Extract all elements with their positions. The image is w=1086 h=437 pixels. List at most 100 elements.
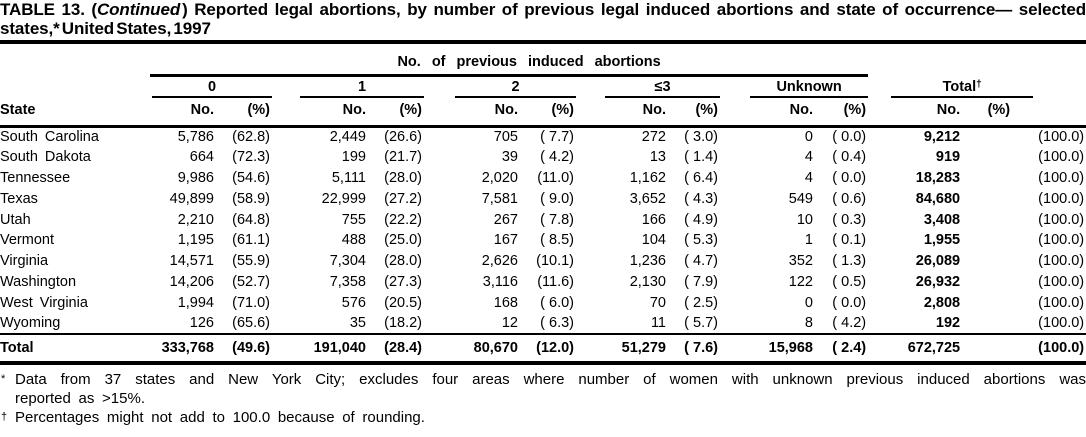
count-cell: 2,210 [177,211,214,228]
state-name-cell: Utah [0,211,31,228]
count-cell: 104 [641,232,666,249]
footnote-rounding: † Percentages might not add to 100.0 bec… [0,408,1086,427]
count-cell: 1,955 [923,232,961,249]
count-cell: 352 [788,253,813,270]
count-cell: 11 [650,315,666,332]
group-label-2: 2 [511,79,520,95]
percent-cell: (28.0) [384,169,422,186]
percent-cell: ( 2.4) [815,332,869,363]
count-cell: 9,986 [177,169,214,186]
percent-cell: (61.1) [232,232,270,249]
table-row: West Virginia 1,994 (71.0) 576 (20.5) 168 ( 6.… [0,292,1086,313]
percent-cell: ( 6.4) [684,169,718,186]
title-main: ) Reported legal abortions, by number of… [182,0,1086,19]
percent-cell: ( 6.0) [540,294,574,311]
group-label-1: 1 [357,79,367,95]
percent-cell: (58.9) [232,190,270,207]
group-header-le3: ≤3 [576,75,720,98]
count-cell: 13 [649,149,666,166]
count-cell: 191,040 [272,332,368,363]
table-row: Texas 49,899 (58.9) 22,999 (27.2) 7,581 ( 9.0)… [0,188,1086,209]
percent-cell: (28.0) [384,253,422,270]
count-cell: 3,116 [482,273,518,290]
no-header-unknown: No. [720,98,815,128]
count-cell: 14,571 [169,253,214,270]
percent-cell: (72.3) [232,149,270,166]
count-cell: 2,449 [329,129,366,146]
table-row: Wyoming 126 (65.6) 35 (18.2) 12 ( 6.3) 11 ( 5.7)… [0,313,1086,334]
count-cell: 7,358 [329,273,366,290]
count-cell: 26,089 [915,253,961,270]
column-group-spanner: No. of previous induced abortions [150,46,869,77]
group-header-row: 0 1 2 ≤3 Unknown Total† [0,75,1086,98]
percent-cell: (100.0) [1038,169,1085,186]
state-name-cell: West Virginia [0,294,88,311]
count-cell: 1 [804,232,813,249]
percent-cell: (26.6) [384,129,422,146]
count-cell: 18,283 [915,169,961,186]
dagger-marker: † [1,410,8,423]
count-cell: 333,768 [150,332,216,363]
percent-cell: ( 4.7) [684,253,718,270]
percent-cell: (28.4) [368,332,424,363]
count-cell: 122 [788,273,813,290]
count-cell: 7,581 [481,190,518,207]
group-label-unknown: Unknown [776,79,842,95]
percent-cell: (100.0) [1038,149,1085,166]
percent-cell: (100.0) [1038,315,1085,332]
table-row: Vermont 1,195 (61.1) 488 (25.0) 167 ( 8.5) 104 (… [0,230,1086,251]
group-header-total: Total† [868,75,1086,98]
percent-cell: ( 6.3) [540,315,574,332]
percent-cell: ( 7.6) [668,332,720,363]
count-cell: 664 [189,149,214,166]
count-cell: 0 [804,129,813,146]
percent-cell: (21.7) [384,149,422,166]
percent-cell: ( 2.5) [684,294,718,311]
count-cell: 39 [501,149,518,166]
percent-cell: ( 0.4) [832,149,867,166]
percent-cell: (65.6) [232,315,270,332]
percent-cell: ( 9.0) [540,190,574,207]
state-name-cell: Virginia [0,253,49,270]
table-header: No. of previous induced abortions 0 1 2 … [0,46,1086,128]
count-cell: 4 [804,149,813,166]
count-cell: 8 [804,315,813,332]
percent-cell: ( 0.6) [832,190,867,207]
percent-cell: (27.3) [384,273,422,290]
count-cell: 272 [641,129,666,146]
footnote-1-line-1: Data from 37 states and New York City; e… [15,370,1086,388]
percent-cell: (100.0) [1038,129,1085,146]
percent-cell: ( 5.7) [684,315,718,332]
count-cell: 1,195 [177,232,214,249]
percent-cell: ( 3.0) [684,129,718,146]
pct-header-0: (%) [216,98,272,128]
count-cell: 705 [493,129,518,146]
percent-cell: (100.0) [1038,232,1085,249]
footnotes: * Data from 37 states and New York City;… [0,370,1086,427]
group-header-unknown: Unknown [720,75,869,98]
group-header-1: 1 [272,75,424,98]
count-cell: 4 [804,169,813,186]
table-row: Virginia 14,571 (55.9) 7,304 (28.0) 2,626 (10.… [0,251,1086,272]
spanner-row: No. of previous induced abortions [0,46,1086,77]
footnote-2-line-1: Percentages might not add to 100.0 becau… [15,408,425,426]
state-name-cell: Washington [0,273,77,290]
percent-cell: (18.2) [384,315,422,332]
spanner-label: No. of previous induced abortions [397,53,661,70]
count-cell: 5,786 [177,129,214,146]
count-cell: 12 [501,315,518,332]
count-cell: 22,999 [321,190,366,207]
pct-header-total: (%) [962,98,1086,128]
pct-header-1: (%) [368,98,424,128]
pct-header-unknown: (%) [815,98,869,128]
table-row: Utah 2,210 (64.8) 755 (22.2) 267 ( 7.8) 166 ( 4.… [0,209,1086,230]
count-cell: 192 [935,315,961,332]
count-cell: 49,899 [169,190,214,207]
percent-cell: (22.2) [384,211,422,228]
percent-cell: ( 7.9) [684,273,718,290]
count-cell: 84,680 [915,190,961,207]
count-cell: 672,725 [868,332,963,363]
percent-cell: ( 7.8) [540,211,574,228]
group-label-le3: ≤3 [654,79,671,95]
count-cell: 919 [935,149,961,166]
